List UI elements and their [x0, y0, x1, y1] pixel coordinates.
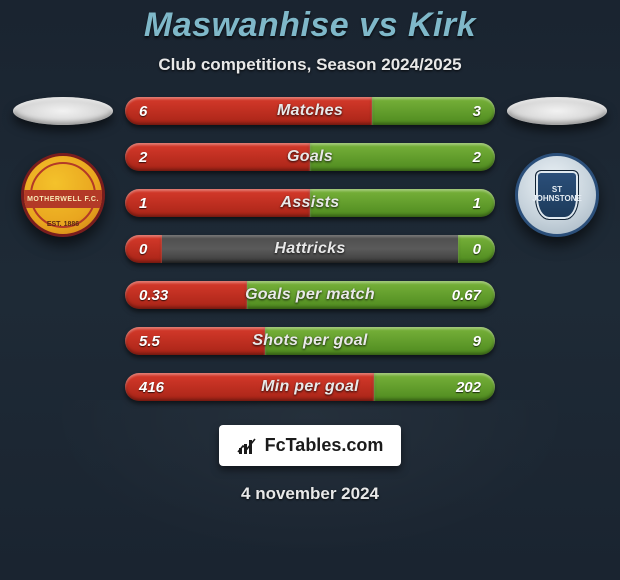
right-crest-text: ST JOHNSTONE — [532, 186, 582, 204]
left-plate — [13, 97, 113, 125]
right-value: 9 — [473, 333, 481, 350]
chart-icon — [237, 436, 257, 456]
left-bar: 416 — [125, 373, 374, 401]
right-bar: 1 — [310, 189, 495, 217]
right-side: ST JOHNSTONE — [507, 97, 607, 237]
page-title: Maswanhise vs Kirk — [144, 6, 476, 45]
right-value: 0 — [473, 241, 481, 258]
main-row: MOTHERWELL F.C. EST. 1886 63Matches22Goa… — [0, 97, 620, 401]
right-bar: 0 — [458, 235, 495, 263]
brand-box: FcTables.com — [219, 425, 402, 466]
left-bar: 0 — [125, 235, 162, 263]
brand-text: FcTables.com — [265, 435, 384, 456]
left-bar: 1 — [125, 189, 310, 217]
right-value: 202 — [456, 379, 481, 396]
left-value: 2 — [139, 149, 147, 166]
stats-column: 63Matches22Goals11Assists00Hattricks0.33… — [125, 97, 495, 401]
left-value: 0.33 — [139, 287, 168, 304]
stat-row: 11Assists — [125, 189, 495, 217]
left-crest-subtext: EST. 1886 — [47, 221, 79, 228]
stat-row: 63Matches — [125, 97, 495, 125]
right-value: 1 — [473, 195, 481, 212]
right-value: 2 — [473, 149, 481, 166]
page-subtitle: Club competitions, Season 2024/2025 — [158, 55, 461, 75]
right-bar: 9 — [265, 327, 495, 355]
stat-row: 0.330.67Goals per match — [125, 281, 495, 309]
left-value: 6 — [139, 103, 147, 120]
left-team-crest: MOTHERWELL F.C. EST. 1886 — [21, 153, 105, 237]
right-bar: 2 — [310, 143, 495, 171]
right-bar: 0.67 — [247, 281, 495, 309]
left-bar: 5.5 — [125, 327, 265, 355]
stat-row: 22Goals — [125, 143, 495, 171]
left-side: MOTHERWELL F.C. EST. 1886 — [13, 97, 113, 237]
left-value: 1 — [139, 195, 147, 212]
stat-row: 5.59Shots per goal — [125, 327, 495, 355]
right-plate — [507, 97, 607, 125]
right-bar: 3 — [372, 97, 495, 125]
right-team-crest: ST JOHNSTONE — [515, 153, 599, 237]
date-label: 4 november 2024 — [241, 484, 379, 504]
stat-row: 416202Min per goal — [125, 373, 495, 401]
right-value: 0.67 — [452, 287, 481, 304]
right-value: 3 — [473, 103, 481, 120]
left-bar: 2 — [125, 143, 310, 171]
left-value: 416 — [139, 379, 164, 396]
left-value: 5.5 — [139, 333, 160, 350]
left-crest-text: MOTHERWELL F.C. — [24, 190, 102, 208]
left-bar: 6 — [125, 97, 372, 125]
right-bar: 202 — [374, 373, 495, 401]
stat-label: Hattricks — [125, 235, 495, 263]
stat-row: 0 0Hattricks — [125, 235, 495, 263]
left-bar: 0.33 — [125, 281, 247, 309]
left-value: 0 — [139, 241, 147, 258]
comparison-card: Maswanhise vs Kirk Club competitions, Se… — [0, 0, 620, 580]
